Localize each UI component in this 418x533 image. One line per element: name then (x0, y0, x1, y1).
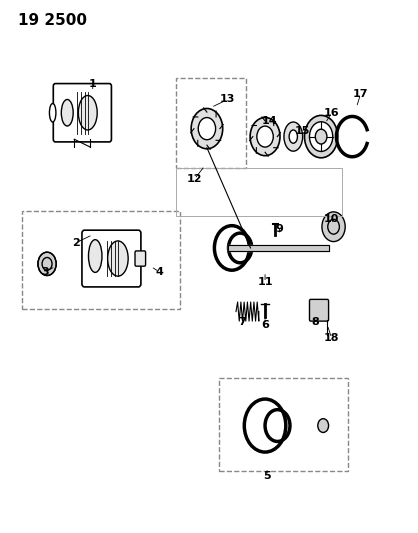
Polygon shape (228, 245, 329, 251)
Text: 12: 12 (187, 174, 202, 184)
Circle shape (42, 257, 52, 270)
FancyBboxPatch shape (53, 84, 112, 142)
Text: 2: 2 (72, 238, 80, 248)
Text: 17: 17 (353, 89, 368, 99)
Text: 7: 7 (238, 317, 246, 327)
Text: 4: 4 (155, 267, 163, 277)
Text: 5: 5 (263, 471, 271, 481)
FancyBboxPatch shape (309, 300, 329, 321)
Ellipse shape (289, 130, 298, 143)
Circle shape (309, 122, 333, 151)
Circle shape (250, 117, 280, 156)
Text: 9: 9 (275, 224, 283, 235)
Circle shape (257, 126, 273, 147)
Circle shape (315, 129, 327, 144)
Ellipse shape (108, 241, 128, 276)
Ellipse shape (284, 122, 303, 151)
Text: 3: 3 (41, 267, 49, 277)
Circle shape (322, 212, 345, 241)
Ellipse shape (78, 95, 97, 130)
Circle shape (191, 109, 223, 149)
Text: 13: 13 (220, 94, 235, 104)
Circle shape (304, 115, 338, 158)
FancyBboxPatch shape (82, 230, 141, 287)
Text: 19 2500: 19 2500 (18, 13, 87, 28)
Text: 15: 15 (295, 126, 310, 136)
Text: 14: 14 (261, 116, 277, 126)
FancyBboxPatch shape (135, 251, 145, 266)
Circle shape (328, 219, 339, 234)
Text: 1: 1 (89, 78, 97, 88)
Circle shape (38, 252, 56, 276)
Text: 10: 10 (324, 214, 339, 224)
Circle shape (318, 419, 329, 432)
Ellipse shape (89, 240, 102, 272)
Ellipse shape (61, 100, 73, 126)
Text: 6: 6 (261, 320, 269, 330)
Circle shape (198, 118, 216, 140)
Text: 16: 16 (324, 108, 339, 118)
Ellipse shape (49, 103, 56, 122)
Text: 11: 11 (257, 277, 273, 287)
Text: 18: 18 (324, 333, 339, 343)
Text: 8: 8 (311, 317, 319, 327)
